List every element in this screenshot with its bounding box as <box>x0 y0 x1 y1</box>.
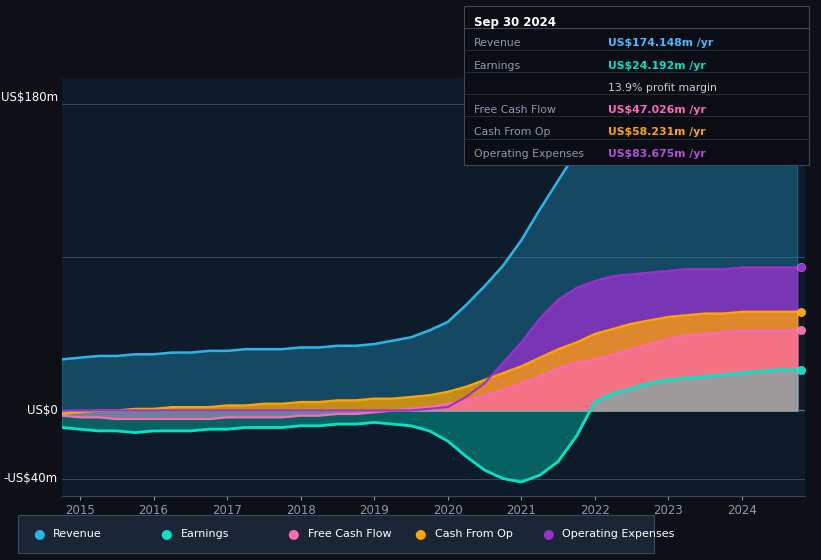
Text: US$83.675m /yr: US$83.675m /yr <box>608 149 705 159</box>
Text: ●: ● <box>33 527 44 540</box>
Text: Revenue: Revenue <box>53 529 102 539</box>
Text: US$180m: US$180m <box>1 91 57 104</box>
Text: Operating Expenses: Operating Expenses <box>474 149 584 159</box>
Text: ●: ● <box>542 527 553 540</box>
Text: ●: ● <box>287 527 299 540</box>
Text: US$47.026m /yr: US$47.026m /yr <box>608 105 705 115</box>
Text: Revenue: Revenue <box>474 39 521 49</box>
Text: ●: ● <box>415 527 426 540</box>
Text: US$58.231m /yr: US$58.231m /yr <box>608 127 705 137</box>
Text: -US$40m: -US$40m <box>4 472 57 485</box>
Text: Earnings: Earnings <box>474 60 521 71</box>
Text: Cash From Op: Cash From Op <box>435 529 513 539</box>
Text: US$174.148m /yr: US$174.148m /yr <box>608 39 713 49</box>
Text: Free Cash Flow: Free Cash Flow <box>308 529 392 539</box>
Text: Operating Expenses: Operating Expenses <box>562 529 675 539</box>
Text: Cash From Op: Cash From Op <box>474 127 550 137</box>
Text: ●: ● <box>160 527 172 540</box>
Text: Earnings: Earnings <box>181 529 229 539</box>
Text: Free Cash Flow: Free Cash Flow <box>474 105 556 115</box>
Text: 13.9% profit margin: 13.9% profit margin <box>608 83 717 93</box>
Text: US$24.192m /yr: US$24.192m /yr <box>608 60 705 71</box>
Text: Sep 30 2024: Sep 30 2024 <box>474 16 556 29</box>
Text: US$0: US$0 <box>27 404 57 417</box>
